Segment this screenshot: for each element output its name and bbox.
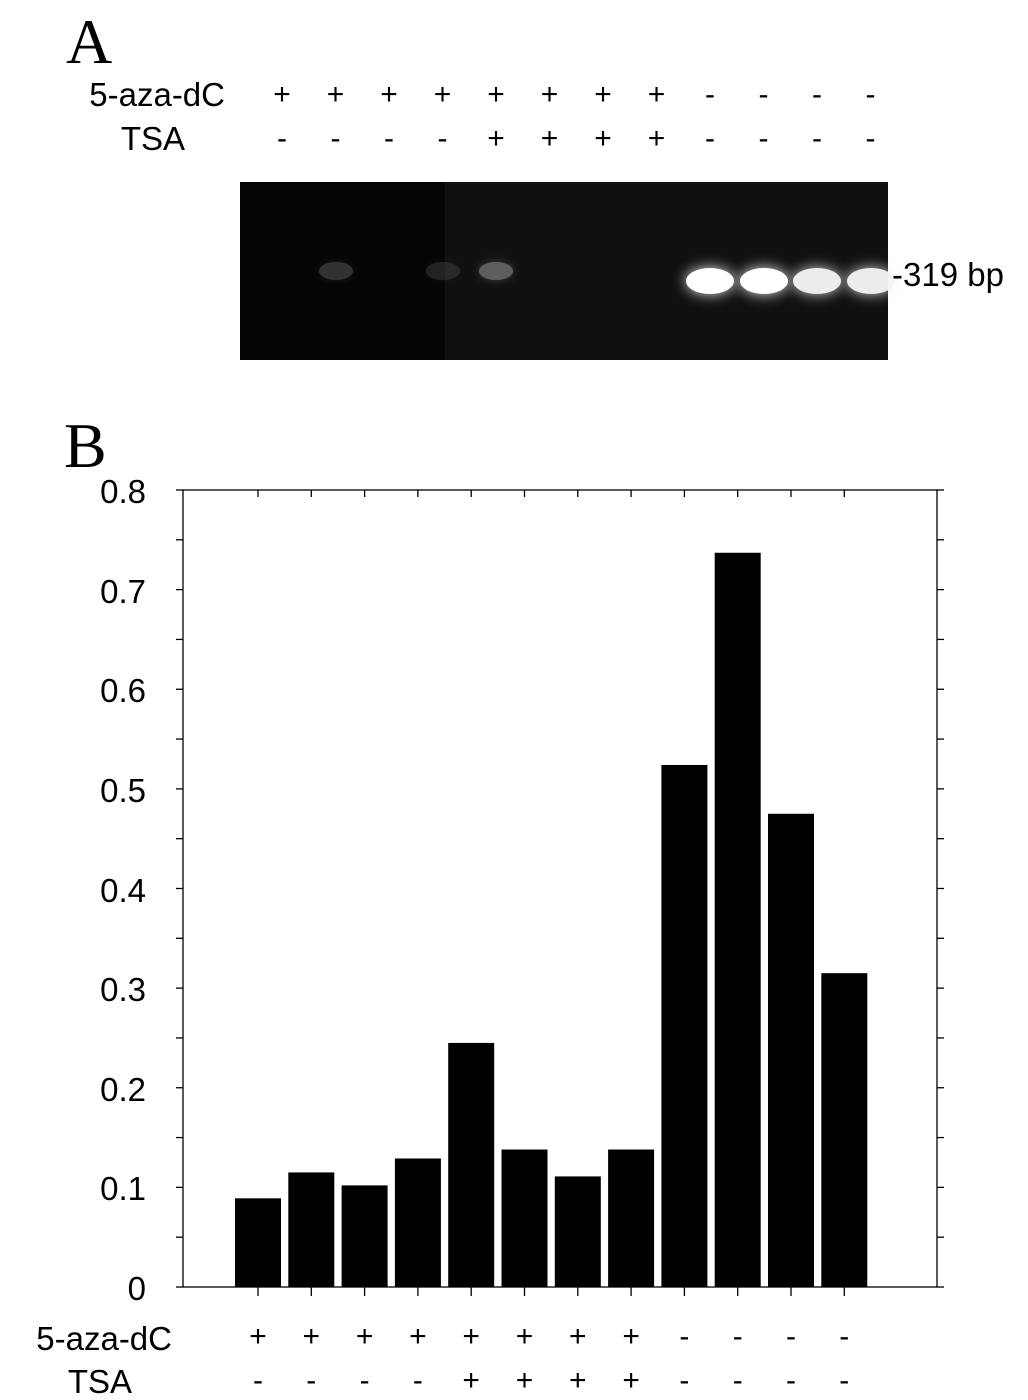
panel-b-tsa-sign: - [412,1364,423,1397]
gel-band [479,262,513,280]
panel-b-aza-sign: + [355,1320,374,1353]
panel-a-tsa-sign: + [487,122,505,155]
panel-b-tsa-sign: - [679,1364,690,1397]
bar [821,973,868,1287]
panel-a-aza-sign: + [594,78,612,111]
panel-a-aza-sign: - [705,78,715,111]
panel-a-tsa-sign: - [812,122,822,155]
panel-b-aza-sign: - [732,1320,743,1353]
panel-b-tsa-sign: - [839,1364,850,1397]
panel-a-tsa-sign: + [594,122,612,155]
gel-band [425,262,460,280]
panel-b-aza-sign: + [569,1320,587,1353]
panel-b-tsa-sign: - [306,1364,317,1397]
panel-a-aza-sign: + [487,78,505,111]
bar [768,813,814,1287]
y-tick-label: 0.1 [100,1170,146,1208]
panel-a-tsa-sign: - [277,122,287,155]
panel-b-aza-sign: - [786,1320,796,1353]
panel-b-tsa-label: TSA [67,1363,132,1400]
bar [394,1158,441,1287]
panel-a-tsa-sign: - [330,122,341,155]
panel-a-tsa-sign: - [865,122,876,155]
bar [288,1172,335,1287]
panel-a-aza-sign: + [326,78,345,111]
panel-a-tsa-label: TSA [120,120,185,157]
panel-a-aza-sign: + [273,78,291,111]
panel-b-aza-sign: + [515,1320,534,1353]
panel-a-aza-label: 5-aza-dC [89,76,225,113]
panel-b-aza-sign: + [409,1320,427,1353]
panel-a-tsa-sign: - [758,122,769,155]
panel-b-aza-sign: - [839,1320,850,1353]
panel-b-tsa-sign: - [253,1364,263,1397]
gel-band [318,262,353,280]
y-tick-label: 0.7 [100,572,146,610]
gel-image [240,182,895,360]
y-tick-label: 0.5 [100,771,146,809]
panel-b-tsa-sign: + [462,1364,480,1397]
y-tick-label: 0.4 [100,871,146,909]
panel-a-aza-sign: + [647,78,666,111]
panel-a-tsa-sign: + [647,122,666,155]
panel-a-aza-sign: + [433,78,452,111]
bar [235,1198,281,1287]
gel-band [793,268,841,294]
bar [661,764,708,1287]
panel-a-tsa-sign: - [437,122,448,155]
panel-a-aza-sign: + [380,78,398,111]
bar [501,1149,548,1287]
panel-b-aza-sign: - [679,1320,690,1353]
panel-b-tsa-sign: - [359,1364,370,1397]
gel-band [686,268,734,294]
panel-a-aza-sign: - [812,78,822,111]
bar [448,1042,495,1287]
panel-a-tsa-sign: + [540,122,559,155]
y-tick-label: 0.6 [100,672,146,710]
panel-b-aza-sign: + [302,1320,321,1353]
bar [714,552,761,1287]
bar [608,1149,655,1287]
panel-b-letter: B [64,410,107,481]
panel-a-aza-sign: - [758,78,769,111]
panel-b-aza-sign: + [462,1320,480,1353]
panel-a-aza-sign: + [540,78,559,111]
panel-b-aza-sign: + [249,1320,267,1353]
panel-a-tsa-sign: - [384,122,394,155]
gel-band [739,268,788,294]
bar [554,1176,601,1287]
panel-b-aza-label: 5-aza-dC [36,1320,172,1357]
y-tick-label: 0.2 [100,1070,146,1108]
band-size-label: -319 bp [892,256,1004,293]
panel-b-tsa-sign: + [622,1364,640,1397]
gel-band [846,268,895,294]
y-tick-label: 0.3 [100,971,146,1009]
panel-b-aza-sign: + [622,1320,640,1353]
panel-b-tsa-sign: + [515,1364,534,1397]
y-tick-label: 0.8 [100,473,146,510]
panel-b-tsa-sign: + [569,1364,587,1397]
panel-a-tsa-sign: - [705,122,715,155]
panel-a-letter: A [66,6,113,77]
bar [341,1185,388,1287]
panel-b-tsa-sign: - [732,1364,743,1397]
y-tick-label: 0 [127,1270,146,1307]
panel-b-tsa-sign: - [786,1364,796,1397]
panel-a-aza-sign: - [865,78,876,111]
